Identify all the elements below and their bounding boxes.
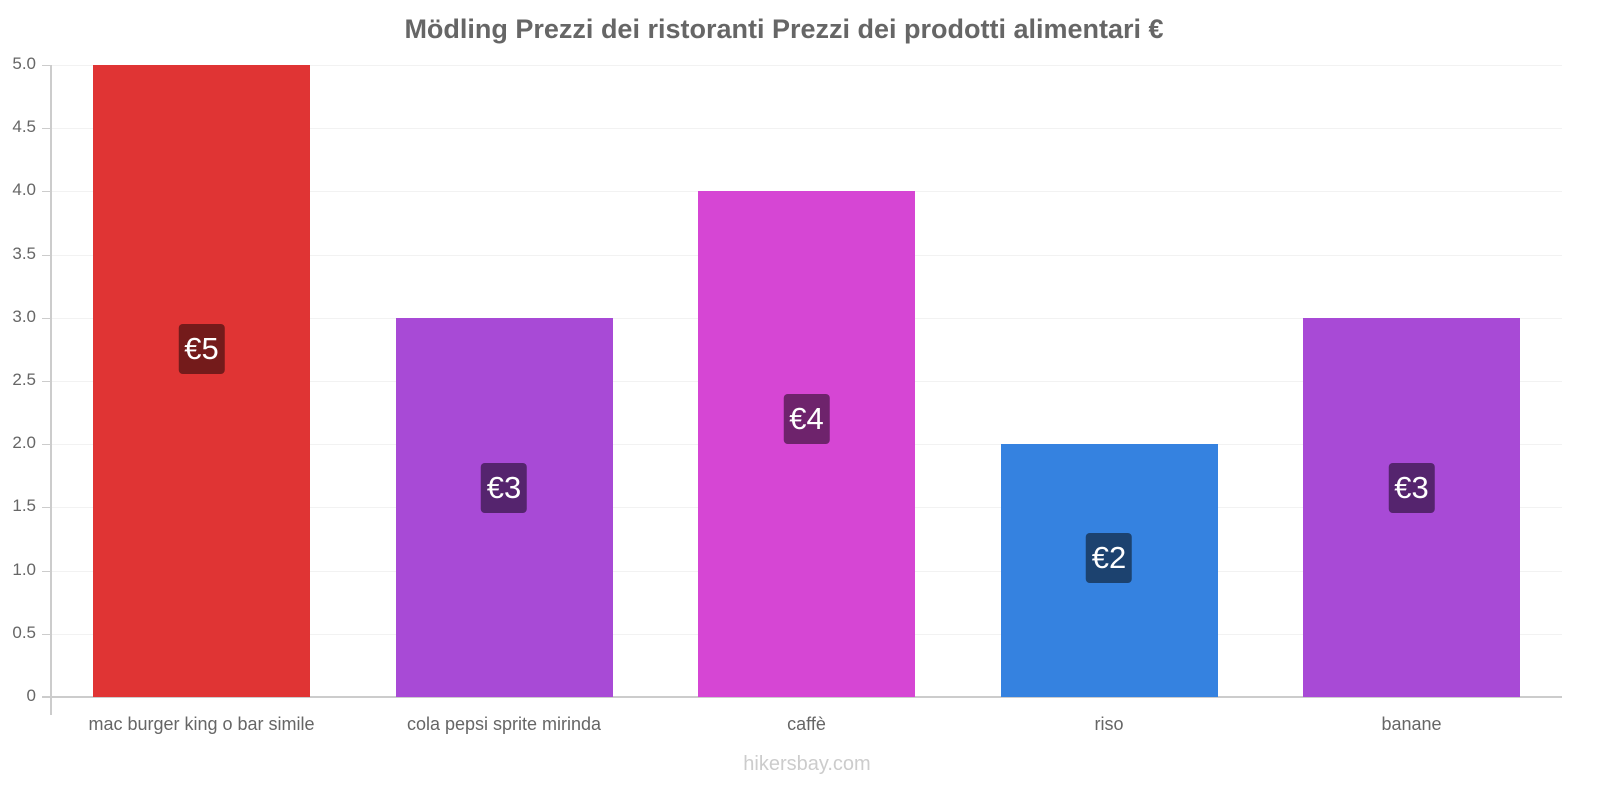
y-tick-mark (42, 507, 50, 509)
y-tick-mark (42, 254, 50, 256)
y-tick-mark (42, 570, 50, 572)
y-tick-mark (42, 65, 50, 66)
bar-value-label: €3 (480, 463, 528, 514)
gridline (51, 65, 1562, 66)
x-tick-label: caffè (787, 714, 826, 734)
y-tick-label: 0.5 (12, 622, 36, 642)
bar-value-label: €2 (1085, 532, 1133, 583)
y-tick-mark (42, 191, 50, 193)
y-tick-label: 2.0 (12, 433, 36, 453)
y-tick-label: 3.5 (12, 243, 36, 263)
y-tick-label: 1.0 (12, 559, 36, 579)
bar[interactable] (93, 65, 310, 697)
y-axis-line (50, 65, 52, 715)
y-tick-mark (42, 633, 50, 635)
watermark: hikersbay.com (743, 753, 871, 775)
y-tick-mark (42, 381, 50, 382)
y-tick-label: 1.5 (12, 496, 36, 516)
y-tick-label: 5.0 (12, 54, 36, 73)
x-tick-label: riso (1094, 714, 1124, 734)
x-tick-label: mac burger king o bar simile (88, 714, 315, 734)
y-tick-label: 2.5 (12, 370, 36, 389)
y-tick-mark (42, 444, 50, 446)
y-tick-mark (42, 128, 50, 130)
y-tick-label: 0 (26, 686, 36, 705)
bar-value-label: €3 (1388, 463, 1435, 514)
y-tick-label: 3.0 (12, 306, 36, 326)
bar[interactable] (698, 191, 915, 697)
x-tick-label: banane (1381, 714, 1442, 734)
bar-value-label: €4 (783, 393, 830, 444)
bar-value-label: €5 (178, 324, 225, 375)
chart-title: Mödling Prezzi dei ristoranti Prezzi dei… (404, 14, 1164, 44)
x-axis-line (42, 696, 1562, 698)
x-tick-label: cola pepsi sprite mirinda (406, 714, 602, 734)
gridline (51, 128, 1562, 130)
y-tick-label: 4.0 (12, 180, 36, 200)
y-tick-mark (42, 317, 50, 319)
y-tick-label: 4.5 (12, 117, 36, 137)
